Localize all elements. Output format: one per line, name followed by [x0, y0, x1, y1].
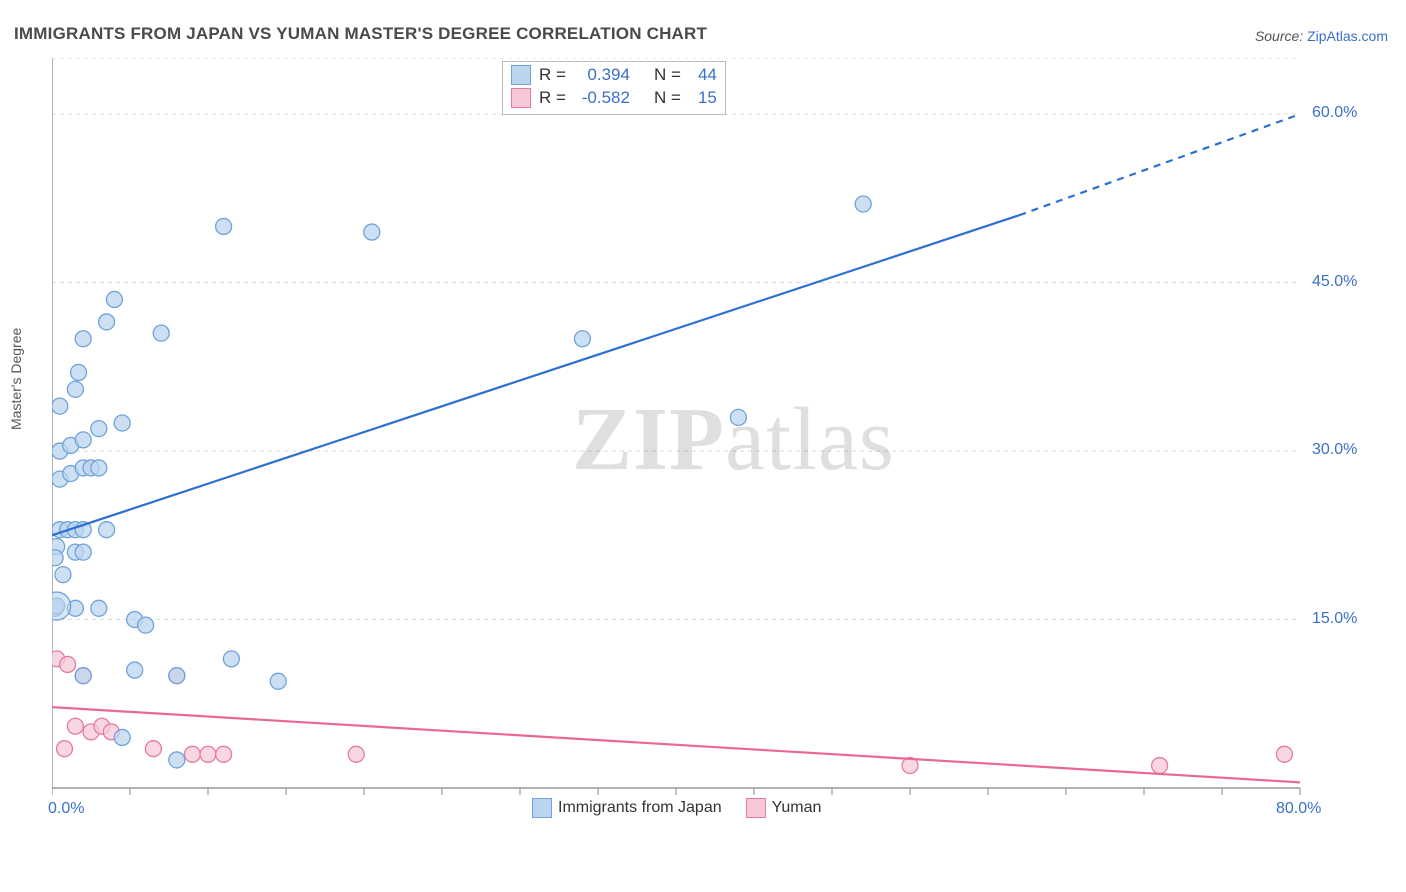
- legend-swatch: [532, 798, 552, 818]
- r-label: R =: [539, 87, 566, 110]
- y-axis-label: Master's Degree: [8, 328, 24, 430]
- legend-swatch: [511, 65, 531, 85]
- y-tick-label: 15.0%: [1312, 610, 1357, 628]
- n-value: 44: [689, 64, 717, 87]
- source-link[interactable]: ZipAtlas.com: [1307, 28, 1388, 44]
- bottom-legend: Immigrants from Japan Yuman: [532, 798, 821, 818]
- source-label: Source:: [1255, 28, 1303, 44]
- y-tick-label: 45.0%: [1312, 273, 1357, 291]
- legend-swatch: [746, 798, 766, 818]
- stats-legend: R = 0.394 N = 44 R = -0.582 N = 15: [502, 61, 726, 115]
- x-tick-label: 80.0%: [1276, 800, 1321, 818]
- source-credit: Source: ZipAtlas.com: [1255, 28, 1388, 44]
- chart-plot-area: ZIPatlas R = 0.394 N = 44 R = -0.582 N = 15 Imm…: [52, 58, 1380, 818]
- y-tick-label: 60.0%: [1312, 104, 1357, 122]
- r-value: 0.394: [574, 64, 630, 87]
- n-label: N =: [654, 64, 681, 87]
- y-tick-label: 30.0%: [1312, 441, 1357, 459]
- n-value: 15: [689, 87, 717, 110]
- legend-label: Immigrants from Japan: [558, 799, 722, 817]
- r-value: -0.582: [574, 87, 630, 110]
- stats-row: R = -0.582 N = 15: [511, 87, 717, 110]
- chart-title: IMMIGRANTS FROM JAPAN VS YUMAN MASTER'S …: [14, 24, 707, 44]
- legend-swatch: [511, 88, 531, 108]
- watermark: ZIPatlas: [572, 388, 895, 491]
- legend-label: Yuman: [772, 799, 822, 817]
- n-label: N =: [654, 87, 681, 110]
- legend-item: Yuman: [746, 798, 822, 818]
- stats-row: R = 0.394 N = 44: [511, 64, 717, 87]
- x-tick-label: 0.0%: [48, 800, 84, 818]
- legend-item: Immigrants from Japan: [532, 798, 722, 818]
- r-label: R =: [539, 64, 566, 87]
